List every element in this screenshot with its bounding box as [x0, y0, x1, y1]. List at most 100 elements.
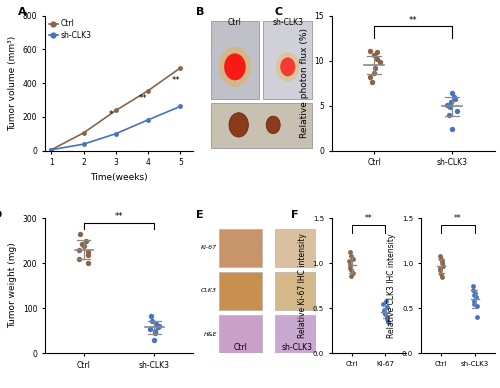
- Point: [470, 287, 478, 293]
- Point: [75, 255, 83, 262]
- Point: [76, 231, 84, 237]
- Point: [346, 249, 354, 255]
- Point: [84, 249, 92, 255]
- Point: [146, 326, 154, 332]
- Point: [380, 307, 388, 313]
- Point: [370, 52, 378, 58]
- Text: F: F: [290, 210, 298, 220]
- Point: [366, 74, 374, 80]
- Point: [445, 111, 453, 118]
- Text: sh-CLK3: sh-CLK3: [272, 18, 304, 27]
- Point: [452, 108, 460, 114]
- Point: [382, 316, 390, 322]
- Point: [368, 79, 376, 85]
- Text: sh-CLK3: sh-CLK3: [282, 343, 312, 352]
- Point: [371, 65, 379, 71]
- Point: [150, 336, 158, 343]
- Bar: [220, 229, 262, 267]
- X-axis label: Time(weeks): Time(weeks): [90, 173, 148, 182]
- Point: [346, 258, 354, 264]
- Point: [384, 319, 392, 325]
- Circle shape: [280, 57, 295, 76]
- Text: **: **: [115, 212, 124, 221]
- Point: [471, 290, 479, 296]
- Circle shape: [224, 53, 246, 80]
- Point: [382, 311, 390, 317]
- Bar: [276, 229, 318, 267]
- Bar: [220, 315, 262, 353]
- Point: [437, 255, 445, 262]
- Point: [446, 104, 454, 111]
- Point: [348, 270, 356, 276]
- Point: [373, 55, 381, 62]
- Y-axis label: Relative photon flux (%): Relative photon flux (%): [300, 28, 308, 138]
- Point: [438, 274, 446, 280]
- Point: [382, 298, 390, 304]
- Point: [346, 262, 354, 268]
- FancyBboxPatch shape: [210, 103, 312, 148]
- Point: [84, 252, 92, 258]
- Text: A: A: [18, 7, 27, 17]
- FancyBboxPatch shape: [264, 21, 312, 99]
- Text: E: E: [196, 210, 203, 220]
- Point: [152, 321, 160, 327]
- Text: D: D: [0, 210, 2, 220]
- Point: [155, 323, 163, 329]
- Circle shape: [266, 116, 280, 133]
- Point: [151, 330, 159, 336]
- Text: *: *: [109, 111, 113, 120]
- Point: [436, 253, 444, 259]
- Bar: [220, 272, 262, 310]
- Point: [148, 317, 156, 324]
- Point: [82, 238, 90, 244]
- Point: [439, 263, 447, 269]
- Legend: Ctrl, sh-CLK3: Ctrl, sh-CLK3: [49, 19, 92, 40]
- Point: [346, 265, 354, 271]
- Point: [472, 314, 480, 320]
- Circle shape: [218, 47, 251, 87]
- Point: [75, 246, 83, 253]
- Point: [470, 300, 478, 307]
- Point: [448, 126, 456, 132]
- Point: [370, 70, 378, 76]
- Point: [470, 282, 478, 289]
- Text: Ki-67: Ki-67: [201, 245, 217, 250]
- Point: [448, 90, 456, 96]
- Point: [154, 324, 162, 331]
- Point: [347, 272, 355, 279]
- Point: [374, 49, 382, 55]
- Point: [470, 298, 478, 304]
- Point: [366, 47, 374, 54]
- FancyBboxPatch shape: [210, 21, 259, 99]
- Point: [349, 255, 357, 262]
- Text: CLK3: CLK3: [201, 288, 217, 293]
- Point: [347, 267, 355, 274]
- Text: **: **: [139, 94, 147, 103]
- Point: [436, 265, 444, 272]
- Point: [147, 313, 155, 319]
- Y-axis label: Tumor weight (mg): Tumor weight (mg): [8, 242, 17, 329]
- Point: [80, 243, 88, 249]
- Point: [84, 260, 92, 266]
- Point: [452, 96, 460, 102]
- Bar: [276, 272, 318, 310]
- Text: B: B: [196, 7, 204, 17]
- Point: [380, 301, 388, 308]
- Point: [450, 94, 458, 100]
- Point: [78, 241, 86, 247]
- Circle shape: [229, 113, 248, 137]
- Point: [383, 304, 391, 310]
- Text: Ctrl: Ctrl: [228, 18, 242, 27]
- Point: [473, 303, 481, 309]
- Text: **: **: [172, 76, 180, 85]
- Text: **: **: [409, 16, 418, 26]
- Circle shape: [276, 52, 299, 82]
- Y-axis label: Relative CLK3 IHC intensity: Relative CLK3 IHC intensity: [388, 233, 396, 338]
- Text: Ctrl: Ctrl: [234, 343, 248, 352]
- Point: [383, 314, 391, 320]
- Y-axis label: Tumor volume (mm³): Tumor volume (mm³): [8, 35, 17, 131]
- Text: H&E: H&E: [204, 332, 217, 337]
- Point: [376, 59, 384, 66]
- Bar: [276, 315, 318, 353]
- Point: [436, 267, 444, 274]
